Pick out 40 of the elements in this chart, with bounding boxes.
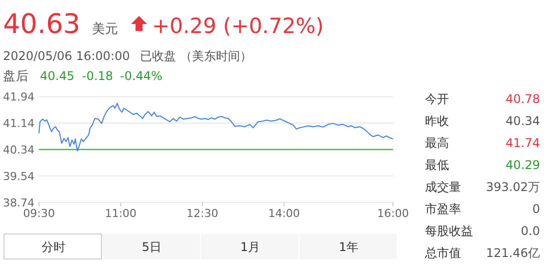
text: -0.44% [120,69,162,83]
text: 393.02万 [486,180,540,194]
y-tick-label: 40.34 [3,144,34,156]
text: 40.45 [40,69,74,83]
chart-title: 40.63 [3,9,80,40]
text: 每股收益 [425,224,473,238]
y-tick-label: 41.94 [3,90,34,104]
text: 已收盘 （美东时间） [140,49,252,63]
y-tick-label: 39.54 [3,170,34,183]
y-tick-label: 38.74 [3,196,34,210]
text: 40.29 [506,158,540,172]
text: 40.78 [506,92,540,106]
line-series [38,102,394,152]
text: -0.18 [82,69,114,83]
text: 成交量 [425,180,461,194]
text: 最低 [425,158,449,172]
text: 今开 [425,92,449,106]
text: 盘后 [3,68,29,83]
text: 41.74 [506,136,540,150]
text: 分时 [41,240,66,254]
text: 5日 [142,240,162,254]
text: 0.0 [520,224,540,238]
text: 最高 [425,136,449,150]
text: 1月 [240,240,260,254]
text: 1年 [338,240,359,254]
text: 40.34 [506,114,540,128]
text: 美元 [92,21,118,37]
x-tick-label: 14:00 [268,207,300,220]
text: 121.46亿 [486,246,540,260]
text: 市盈率 [425,202,461,216]
text: 2020/05/06 16:00:00 [3,49,130,63]
y-tick-label: 41.14 [3,117,34,130]
x-tick-label: 11:00 [104,207,137,220]
text: 总市值 [424,246,461,260]
text: 昨收 [425,114,449,128]
x-tick-label: 09:30 [23,207,55,220]
x-tick-label: 16:00 [377,207,409,220]
text: 0 [532,202,540,216]
x-tick-label: 12:30 [186,207,218,220]
text: +0.29 (+0.72%) [152,14,324,38]
